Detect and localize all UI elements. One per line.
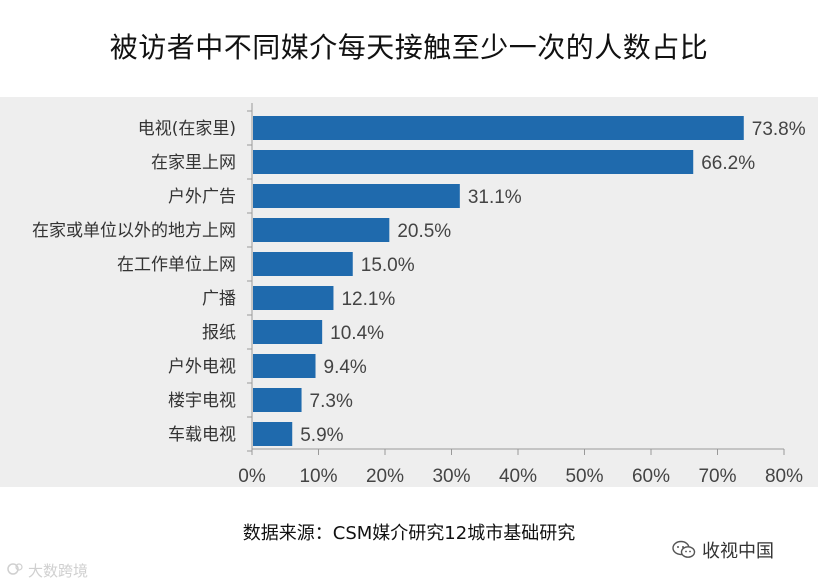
wechat-icon [672,540,696,560]
value-label: 31.1% [468,187,522,208]
value-label: 20.5% [397,221,451,242]
category-label: 楼宇电视 [168,391,236,411]
category-label: 在家里上网 [151,153,236,173]
category-label: 车载电视 [168,425,236,445]
value-label: 9.4% [324,357,367,378]
value-label: 73.8% [752,119,806,140]
x-tick-label: 10% [299,466,337,487]
bar-3 [253,218,390,242]
x-tick-label: 40% [499,466,537,487]
category-label: 电视(在家里) [138,119,236,139]
category-label: 在工作单位上网 [117,255,236,275]
value-label: 12.1% [341,289,395,310]
bar-2 [253,184,460,208]
x-tick-label: 80% [765,466,803,487]
bar-0 [253,116,744,140]
category-label: 在家或单位以外的地方上网 [32,221,236,241]
category-label: 户外广告 [168,187,236,207]
watermark-left: 大数跨境 [6,560,88,581]
x-tick-label: 30% [432,466,470,487]
x-tick-label: 20% [366,466,404,487]
category-label: 报纸 [202,323,236,343]
category-label: 户外电视 [168,357,236,377]
value-label: 7.3% [310,391,353,412]
bar-4 [253,252,353,276]
category-label: 广播 [202,289,236,309]
watermark-right: 收视中国 [672,537,774,563]
value-label: 66.2% [701,153,755,174]
source-note: 数据来源：CSM媒介研究12城市基础研究 [242,523,576,544]
chart-title: 被访者中不同媒介每天接触至少一次的人数占比 [109,31,709,64]
bar-chart: 电视(在家里) 73.8% 在家里上网 66.2% 户外广告 31.1% 在家或单位以外的地… [32,103,806,487]
value-label: 5.9% [300,425,343,446]
value-label: 15.0% [361,255,415,276]
bar-5 [253,286,334,310]
bar-8 [253,388,302,412]
x-tick-label: 70% [698,466,736,487]
x-tick-label: 60% [632,466,670,487]
x-tick-label: 0% [238,466,266,487]
bar-6 [253,320,323,344]
watermark-right-text: 收视中国 [702,541,774,562]
watermark-logo-icon [6,562,24,580]
x-tick-label: 50% [565,466,603,487]
bar-7 [253,354,316,378]
value-label: 10.4% [330,323,384,344]
bar-1 [253,150,694,174]
watermark-left-text: 大数跨境 [28,562,89,580]
bar-9 [253,422,293,446]
